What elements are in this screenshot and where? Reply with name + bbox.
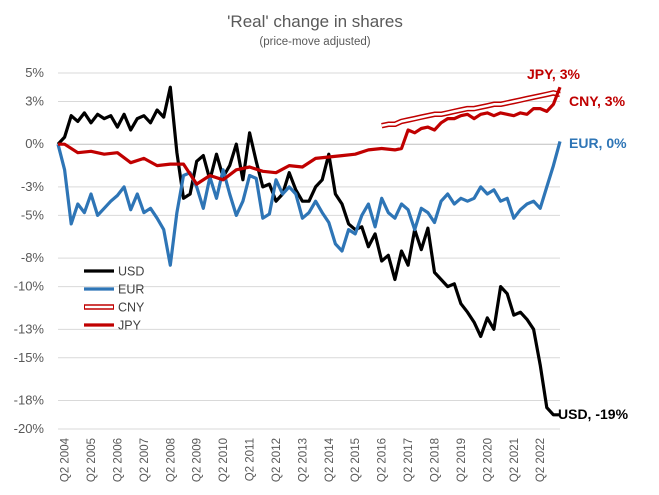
y-tick-label: 3% xyxy=(25,93,44,108)
y-tick-label: 5% xyxy=(25,65,44,80)
chart-legend: USD EUR CNY JPY xyxy=(84,265,145,333)
x-tick-label: Q2 2018 xyxy=(430,438,442,482)
x-tick-label: Q2 2004 xyxy=(60,437,72,482)
y-tick-label: 0% xyxy=(25,136,44,151)
series-end-labels: USD, -19% EUR, 0% CNY, 3% JPY, 3% xyxy=(527,66,629,422)
series-line-usd xyxy=(56,85,560,417)
y-tick-label: -18% xyxy=(14,393,45,408)
gridlines xyxy=(58,72,560,430)
chart-subtitle: (price-move adjusted) xyxy=(259,36,370,48)
x-tick-label: Q2 2017 xyxy=(403,438,415,482)
x-tick-label: Q2 2014 xyxy=(324,437,336,482)
x-tick-label: Q2 2020 xyxy=(482,438,494,482)
x-tick-label: Q2 2007 xyxy=(139,438,151,482)
x-tick-label: Q2 2011 xyxy=(245,438,257,481)
x-axis-ticks: Q2 2004 Q2 2005 Q2 2006 Q2 2007 Q2 2008 Q2 20… xyxy=(60,437,548,482)
x-tick-label: Q2 2021 xyxy=(509,438,521,482)
x-tick-label: Q2 2013 xyxy=(297,438,309,482)
y-tick-label: -5% xyxy=(21,207,45,222)
end-label-usd: USD, -19% xyxy=(558,406,629,422)
y-tick-label: -13% xyxy=(14,321,45,336)
y-tick-label: -15% xyxy=(14,350,45,365)
x-tick-label: Q2 2006 xyxy=(112,438,124,482)
x-tick-label: Q2 2019 xyxy=(456,438,468,482)
x-tick-label: Q2 2016 xyxy=(377,438,389,482)
x-tick-label: Q2 2022 xyxy=(535,438,547,482)
x-tick-label: Q2 2010 xyxy=(218,438,230,482)
x-tick-label: Q2 2005 xyxy=(86,438,98,482)
x-tick-label: Q2 2012 xyxy=(271,438,283,482)
chart-title: 'Real' change in shares xyxy=(227,12,403,31)
legend-label-jpy: JPY xyxy=(118,319,142,333)
legend-label-cny: CNY xyxy=(118,301,145,315)
y-tick-label: -10% xyxy=(14,279,45,294)
series-line-eur xyxy=(56,140,562,267)
legend-label-eur: EUR xyxy=(118,283,144,297)
x-tick-label: Q2 2008 xyxy=(165,438,177,482)
end-label-jpy: JPY, 3% xyxy=(527,66,580,82)
x-tick-label: Q2 2009 xyxy=(192,438,204,482)
y-tick-label: -20% xyxy=(14,421,45,436)
y-tick-label: -3% xyxy=(21,179,45,194)
x-tick-label: Q2 2015 xyxy=(350,438,362,482)
y-axis-ticks: 5% 3% 0% -3% -5% -8% -10% -13% -15% -18% -20% xyxy=(14,65,45,436)
y-tick-label: -8% xyxy=(21,250,45,265)
legend-label-usd: USD xyxy=(118,265,144,279)
series-line-cny-inner xyxy=(381,91,561,127)
end-label-cny: CNY, 3% xyxy=(569,93,626,109)
series-lines xyxy=(56,85,562,417)
end-label-eur: EUR, 0% xyxy=(569,135,627,151)
series-line-jpy xyxy=(58,86,562,186)
